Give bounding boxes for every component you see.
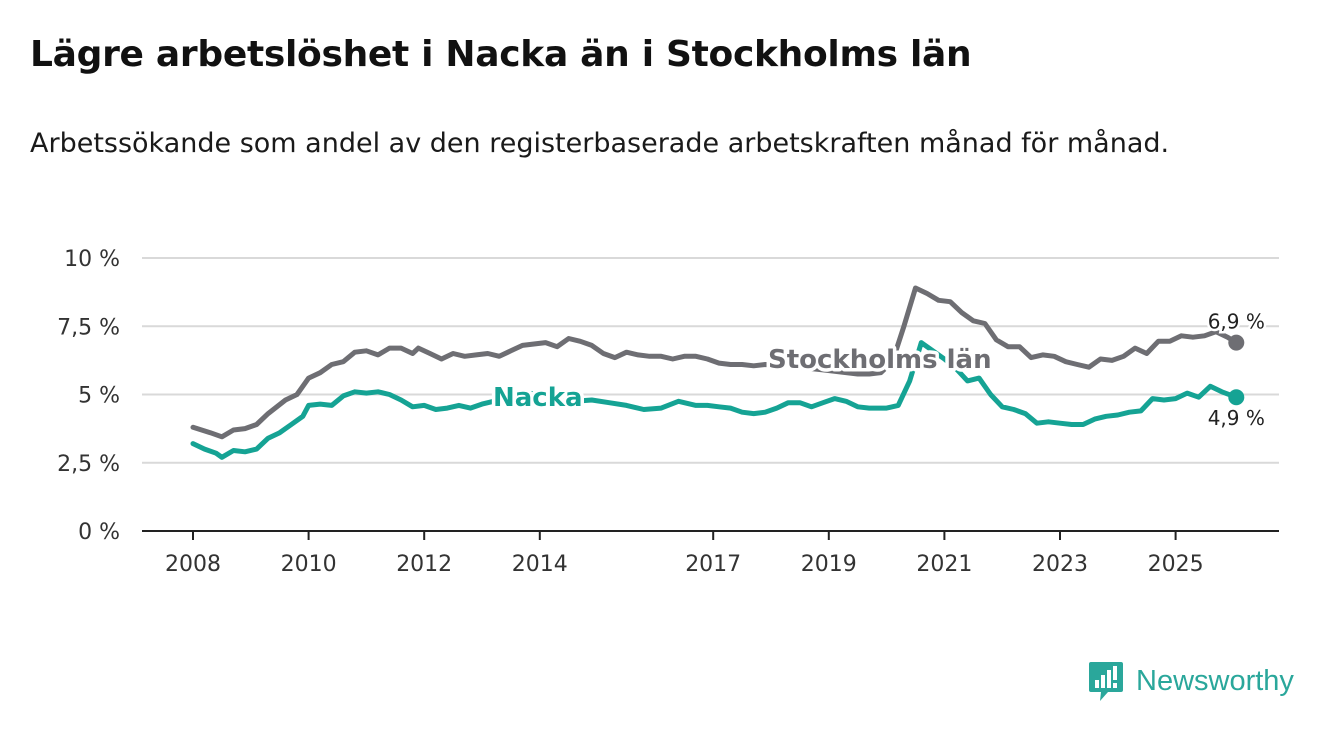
series-lines xyxy=(190,285,1245,460)
x-tick-label: 2012 xyxy=(396,552,452,577)
end-label-nacka: 4,9 % xyxy=(1208,406,1265,430)
y-tick-label: 7,5 % xyxy=(57,315,120,340)
series-label-stockholm: Stockholms län xyxy=(768,345,992,375)
chart-title: Lägre arbetslöshet i Nacka än i Stockhol… xyxy=(30,34,972,75)
series-line-nacka xyxy=(190,340,1239,460)
end-point-stockholm xyxy=(1228,334,1245,351)
y-tick-label: 5 % xyxy=(78,384,120,409)
newsworthy-logo-icon xyxy=(1089,662,1123,701)
series-labels: Stockholms län Nacka 6,9 % 4,9 % xyxy=(490,307,1268,433)
brand-logo: Newsworthy xyxy=(1088,660,1294,702)
x-tick-label: 2014 xyxy=(512,552,568,577)
brand-name: Newsworthy xyxy=(1136,664,1294,697)
end-label-stockholm: 6,9 % xyxy=(1208,310,1265,334)
series-line-stockholm xyxy=(190,285,1239,440)
chart-subtitle: Arbetssökande som andel av den registerb… xyxy=(30,128,1170,159)
x-tick-label: 2019 xyxy=(801,552,857,577)
y-tick-label: 0 % xyxy=(78,520,120,545)
end-point-nacka xyxy=(1228,389,1245,406)
gridlines xyxy=(142,257,1279,464)
x-tick-label: 2025 xyxy=(1148,552,1204,577)
y-tick-label: 2,5 % xyxy=(57,452,120,477)
series-label-nacka: Nacka xyxy=(493,383,583,413)
x-tick-label: 2010 xyxy=(281,552,337,577)
x-tick-label: 2008 xyxy=(165,552,221,577)
x-axis: 2008 2010 2012 2014 2017 2019 2021 2023 2025 xyxy=(142,530,1279,577)
x-tick-label: 2021 xyxy=(916,552,972,577)
x-tick-label: 2017 xyxy=(685,552,741,577)
x-tick-label: 2023 xyxy=(1032,552,1088,577)
y-tick-label: 10 % xyxy=(64,247,120,272)
y-axis: 0 % 2,5 % 5 % 7,5 % 10 % xyxy=(57,247,120,545)
